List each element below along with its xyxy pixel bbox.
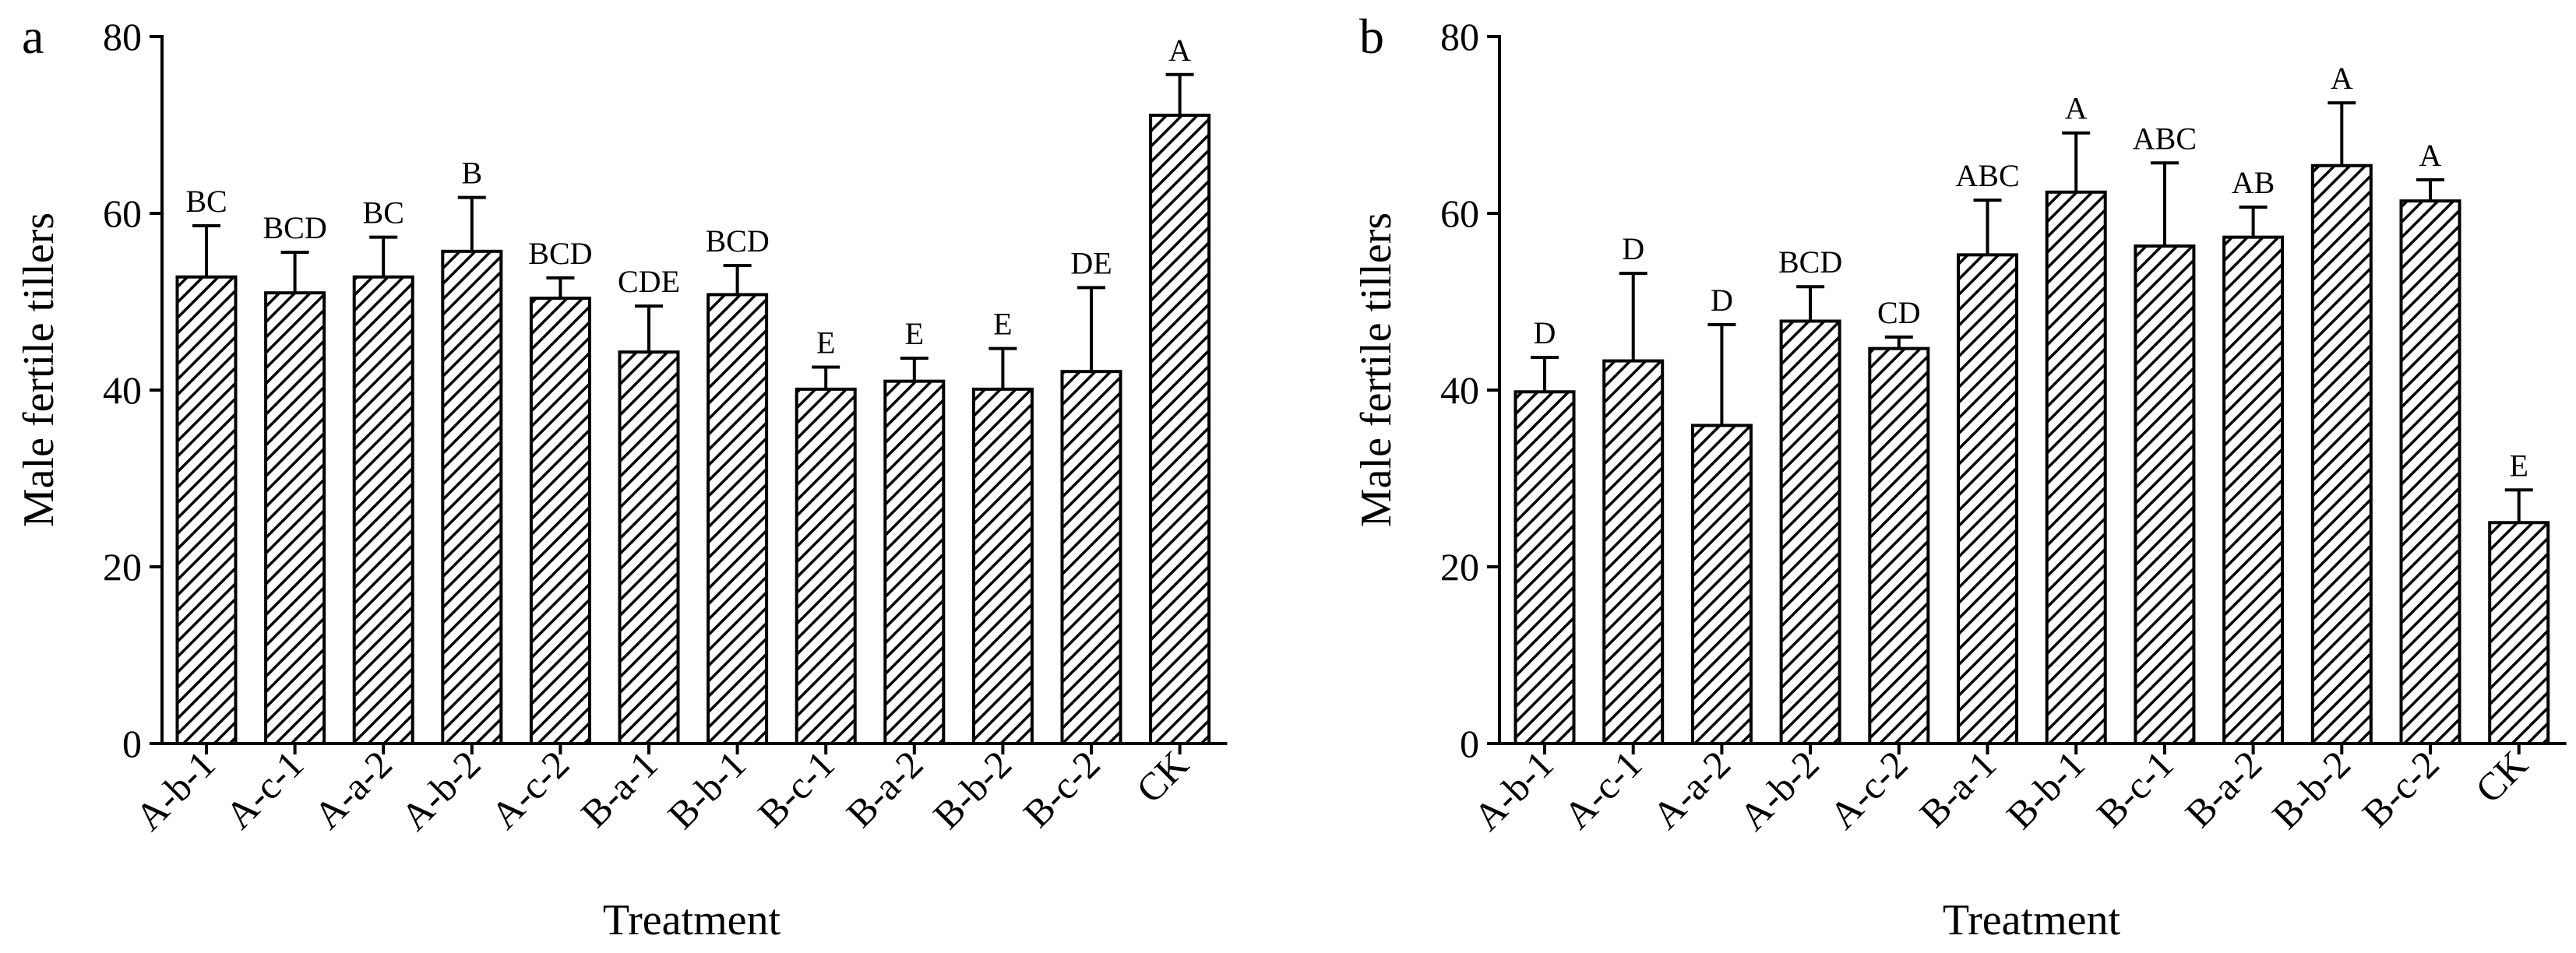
panel-b-significance-B-a-1: ABC	[1955, 158, 2019, 193]
panel-b-bar-A-b-1	[1514, 390, 1576, 745]
panel-b: b Male fertile tillers Treatment DA-b-1D…	[1352, 9, 2567, 944]
panel-a-x-tick-label-A-c-1: A-c-1	[217, 742, 312, 837]
panel-a-significance-A-a-2: BC	[363, 195, 404, 230]
panel-a-significance-B-a-1: CDE	[618, 264, 680, 299]
panel-b-bar-A-a-2	[1690, 424, 1753, 746]
panel-b-significance-A-c-2: CD	[1877, 295, 1921, 330]
panel-b-x-tick-label-A-c-1: A-c-1	[1555, 742, 1650, 837]
panel-b-x-tick-label-CK: CK	[2467, 742, 2536, 811]
panel-a-y-axis-title: Male fertile tillers	[15, 213, 63, 527]
panel-b-bar-A-c-1	[1602, 359, 1665, 745]
panel-a-significance-A-c-2: BCD	[528, 236, 592, 271]
panel-b-x-tick-label-A-a-2: A-a-2	[1644, 742, 1739, 837]
panel-b-x-tick-label-B-c-1: B-c-1	[2088, 742, 2182, 835]
panel-b-y-tick-label-0: 0	[1460, 722, 1479, 765]
panel-a-x-tick-label-B-c-2: B-c-2	[1015, 742, 1108, 835]
panel-b-significance-B-c-2: A	[2419, 138, 2442, 173]
panel-a-x-tick-label-A-b-2: A-b-2	[393, 742, 489, 839]
panel-a-bar-CK	[1149, 114, 1211, 745]
panel-a-bar-B-c-1	[795, 387, 857, 745]
panel-a-y-tick-label-80: 80	[103, 15, 142, 58]
panel-b-bar-B-c-1	[2134, 244, 2196, 745]
panel-b-significance-A-c-1: D	[1622, 231, 1644, 266]
panel-b-bar-B-c-2	[2399, 199, 2461, 745]
panel-b-bar-B-a-2	[2222, 235, 2285, 745]
panel-b-y-tick-label-20: 20	[1440, 545, 1479, 589]
panel-a-bar-B-b-2	[971, 387, 1034, 745]
panel-a-significance-B-c-1: E	[816, 325, 835, 360]
panel-b-x-axis-title: Treatment	[1943, 896, 2121, 944]
panel-a-bar-B-a-2	[883, 379, 946, 745]
panel-a-bar-A-b-1	[175, 275, 238, 746]
panel-b-bar-A-c-2	[1868, 346, 1930, 745]
panel-a-x-tick-label-B-b-2: B-b-2	[925, 742, 1020, 837]
panel-a-letter: a	[22, 9, 44, 64]
panel-a-y-tick-label-60: 60	[103, 192, 142, 235]
panel-b-y-axis-title: Male fertile tillers	[1352, 213, 1401, 527]
panel-b-bar-A-b-2	[1779, 319, 1841, 746]
panel-b-significance-CK: E	[2509, 448, 2528, 483]
panel-a-x-tick-label-CK: CK	[1128, 742, 1197, 811]
panel-b-x-tick-label-B-a-2: B-a-2	[2176, 742, 2270, 835]
panel-b-bar-CK	[2488, 521, 2550, 745]
panel-b-y-tick-label-60: 60	[1440, 192, 1479, 235]
panel-a-bar-A-c-1	[264, 291, 326, 745]
panel-a-x-axis-title: Treatment	[603, 896, 781, 944]
panel-b-bar-B-b-2	[2310, 164, 2373, 745]
panel-b-significance-B-c-1: ABC	[2133, 121, 2197, 156]
panel-a-x-tick-label-A-c-2: A-c-2	[482, 742, 577, 837]
panel-a-x-tick-label-A-a-2: A-a-2	[305, 742, 400, 837]
panel-b-x-tick-label-A-b-1: A-b-1	[1465, 742, 1562, 839]
panel-b-significance-B-b-1: A	[2065, 91, 2088, 126]
panel-a-x-tick-label-B-c-1: B-c-1	[749, 742, 843, 835]
panel-b-x-tick-label-B-b-1: B-b-1	[1998, 742, 2093, 837]
panel-a-plot: BCA-b-1BCDA-c-1BCA-a-2BA-b-2BCDA-c-2CDEB…	[103, 15, 1228, 839]
panel-a-significance-B-b-1: BCD	[705, 223, 769, 258]
panel-b-x-tick-label-B-a-1: B-a-1	[1911, 742, 2004, 835]
panel-b-x-tick-label-A-b-2: A-b-2	[1731, 742, 1827, 839]
panel-a-bar-B-a-1	[618, 350, 680, 745]
panel-a-x-tick-label-B-b-1: B-b-1	[659, 742, 754, 837]
panel-a-y-tick-label-20: 20	[103, 545, 142, 589]
panel-b-x-tick-label-B-b-2: B-b-2	[2264, 742, 2359, 837]
panel-a-significance-A-b-1: BC	[185, 184, 227, 219]
panel-a-bar-A-a-2	[352, 275, 414, 746]
panel-a-significance-A-b-2: B	[461, 156, 482, 191]
panel-a-significance-B-b-2: E	[993, 307, 1012, 342]
panel-b-bar-B-b-1	[2045, 190, 2107, 745]
panel-a-y-tick-label-40: 40	[103, 368, 142, 412]
panel-b-significance-A-b-1: D	[1534, 315, 1556, 350]
panel-b-significance-B-a-2: AB	[2232, 165, 2275, 200]
panel-b-significance-A-a-2: D	[1711, 283, 1733, 318]
panel-b-x-tick-label-A-c-2: A-c-2	[1821, 742, 1916, 837]
panel-b-bar-B-a-1	[1957, 253, 2018, 746]
panel-b-significance-A-b-2: BCD	[1778, 244, 1842, 280]
panel-a-y-tick-label-0: 0	[122, 722, 142, 765]
panel-a-x-tick-label-B-a-1: B-a-1	[573, 742, 666, 835]
panel-a-bar-A-c-2	[529, 296, 591, 745]
panel-a-bar-B-c-2	[1060, 370, 1122, 745]
panel-a-significance-B-c-2: DE	[1070, 245, 1112, 280]
panel-a: a Male fertile tillers Treatment BCA-b-1…	[15, 9, 1228, 944]
panel-a-x-tick-label-B-a-2: B-a-2	[837, 742, 931, 835]
panel-b-x-tick-label-B-c-2: B-c-2	[2354, 742, 2447, 835]
panel-b-y-tick-label-80: 80	[1440, 15, 1479, 58]
panel-b-letter: b	[1359, 9, 1384, 64]
panel-b-significance-B-b-2: A	[2331, 61, 2353, 96]
panel-a-significance-A-c-1: BCD	[263, 210, 326, 245]
panel-a-significance-CK: A	[1168, 33, 1191, 68]
panel-b-plot: D A-b-1 D A-c-1 D A-a-2 BCD A-b-2 CD A-c-2 ABC B-a-…	[1440, 15, 2567, 839]
panel-b-y-tick-label-40: 40	[1440, 368, 1479, 412]
panel-a-bar-B-b-1	[707, 293, 769, 746]
panel-a-significance-B-a-2: E	[905, 316, 924, 351]
panel-a-bar-A-b-2	[441, 249, 503, 745]
